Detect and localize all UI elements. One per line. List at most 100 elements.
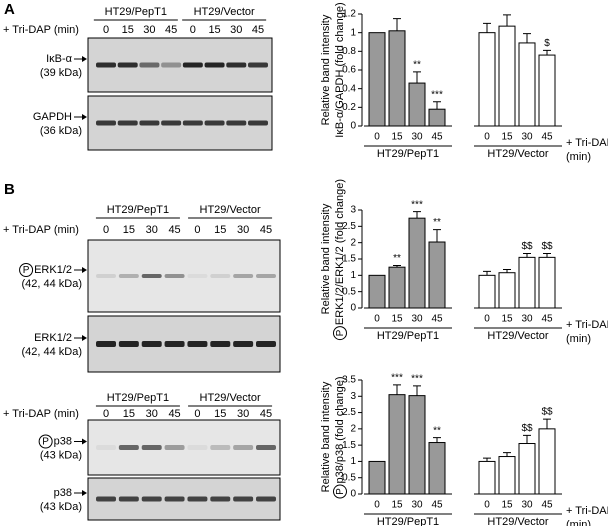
error-bar: [543, 418, 551, 429]
blot-band: [187, 274, 208, 278]
legend-label: HT29/Vector: [487, 330, 548, 342]
phospho-circle: [333, 484, 347, 499]
blot-row-label: IκB-α: [46, 53, 73, 65]
error-bar: [433, 437, 441, 443]
blot-band: [141, 341, 162, 347]
bar: [368, 460, 386, 495]
error-bar: [413, 385, 421, 396]
y-tick-label: 0.4: [342, 83, 356, 94]
y-axis-title: p38/p38 (fold change): [334, 376, 346, 483]
blot-band: [256, 341, 276, 347]
error-bar: [543, 252, 551, 258]
bar: [388, 30, 406, 127]
bar: [498, 456, 516, 495]
blot-band: [164, 341, 185, 347]
blot-row-size: (42, 44 kDa): [21, 346, 82, 358]
x-tick-label: 45: [541, 132, 553, 143]
blot-band: [248, 120, 268, 126]
legend-label: HT29/Vector: [487, 516, 548, 526]
panel-label: A: [4, 1, 15, 18]
time-label: 30: [237, 224, 249, 236]
bar: [518, 256, 536, 309]
x-axis-title: + Tri-DAP: [566, 319, 608, 331]
x-tick-label: 45: [431, 132, 443, 143]
blot-band: [233, 496, 254, 502]
blot-band: [96, 341, 116, 347]
y-tick-label: 2: [350, 237, 356, 248]
x-tick-label: 45: [431, 500, 443, 511]
blot-band: [210, 445, 231, 450]
blot-band: [141, 445, 162, 450]
significance-mark: **: [393, 253, 401, 264]
blot-band: [204, 120, 225, 126]
y-axis-title: Relative band intensity: [320, 203, 332, 314]
blot-band: [187, 341, 208, 347]
legend-label: HT29/PepT1: [377, 330, 439, 342]
x-tick-label: 0: [484, 132, 490, 143]
error-bar: [433, 101, 441, 110]
x-tick-label: 15: [501, 314, 513, 325]
blot-band: [187, 496, 208, 502]
error-bar: [523, 33, 531, 43]
blot-row-size: (39 kDa): [40, 67, 82, 79]
legend-label: HT29/PepT1: [377, 148, 439, 160]
error-bar: [433, 229, 441, 243]
time-label: 15: [214, 408, 226, 420]
time-label: 15: [214, 224, 226, 236]
y-tick-label: 1: [350, 27, 356, 38]
x-tick-label: 30: [411, 314, 423, 325]
blot-band: [182, 62, 203, 68]
arrow-head: [82, 56, 87, 62]
blot-band: [141, 274, 162, 278]
blot-band: [256, 445, 276, 450]
blot-band: [161, 62, 182, 68]
blot-band: [117, 62, 138, 68]
blot-row-label: GAPDH: [33, 111, 72, 123]
error-bar: [393, 265, 401, 268]
time-label: 30: [146, 408, 158, 420]
blot-band: [96, 62, 116, 68]
treatment-label: + Tri-DAP (min): [3, 24, 79, 36]
bar: [478, 274, 496, 309]
blot-row-label: p38: [54, 435, 72, 447]
significance-mark: $$: [541, 241, 553, 252]
legend-label: HT29/PepT1: [377, 516, 439, 526]
x-axis-title: (min): [566, 519, 591, 526]
significance-mark: $$: [521, 423, 533, 434]
blot-band: [248, 62, 268, 68]
arrow-head: [82, 490, 87, 496]
blot-band: [118, 496, 139, 502]
time-label: 45: [168, 224, 180, 236]
x-tick-label: 30: [521, 500, 533, 511]
x-tick-label: 15: [391, 500, 403, 511]
y-tick-label: 1: [350, 270, 356, 281]
time-label: 45: [168, 408, 180, 420]
time-label: 30: [230, 24, 242, 36]
arrow-head: [82, 267, 87, 273]
treatment-label: + Tri-DAP (min): [3, 224, 79, 236]
bar: [498, 272, 516, 309]
group-header: HT29/Vector: [200, 204, 261, 216]
blot-band: [210, 341, 231, 347]
blot-band: [139, 120, 160, 126]
phospho-circle: [333, 326, 347, 341]
x-tick-label: 0: [374, 132, 380, 143]
time-label: 30: [146, 224, 158, 236]
bar: [408, 395, 426, 495]
bar: [518, 443, 536, 495]
time-label: 15: [122, 24, 134, 36]
bar: [408, 217, 426, 309]
y-axis-title: IκB-α/GAPDH (fold change): [334, 2, 346, 137]
blot-band: [226, 62, 247, 68]
treatment-label: + Tri-DAP (min): [3, 408, 79, 420]
bar: [368, 274, 386, 309]
bar: [368, 32, 386, 127]
blot-band: [118, 341, 139, 347]
blot-band: [210, 496, 231, 502]
bar: [478, 32, 496, 127]
group-header: HT29/Vector: [194, 6, 255, 18]
blot-band: [226, 120, 247, 126]
blot-band: [233, 341, 254, 347]
bar: [538, 54, 556, 127]
time-label: 30: [143, 24, 155, 36]
